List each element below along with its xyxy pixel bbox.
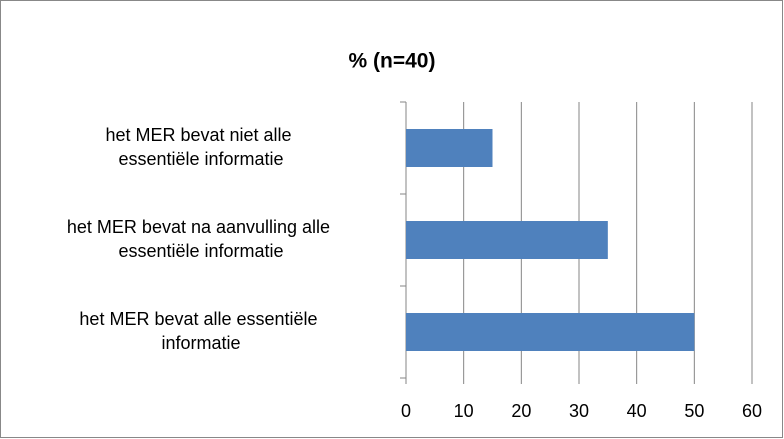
bar [406, 129, 493, 167]
x-tick-label: 50 [684, 401, 704, 421]
x-tick-label: 20 [511, 401, 531, 421]
x-tick-label: 10 [454, 401, 474, 421]
y-tick-label: het MER bevat niet alle essentiële infor… [105, 125, 296, 169]
bar [406, 313, 695, 351]
x-tick-label: 40 [627, 401, 647, 421]
y-tick-label: het MER bevat na aanvulling alle essenti… [67, 217, 335, 261]
x-tick-label: 60 [742, 401, 762, 421]
x-tick-label: 30 [569, 401, 589, 421]
bar [406, 221, 608, 259]
x-tick-label: 0 [401, 401, 411, 421]
y-tick-label: het MER bevat alle essentiële informatie [79, 309, 322, 353]
chart-title: % (n=40) [349, 50, 436, 73]
